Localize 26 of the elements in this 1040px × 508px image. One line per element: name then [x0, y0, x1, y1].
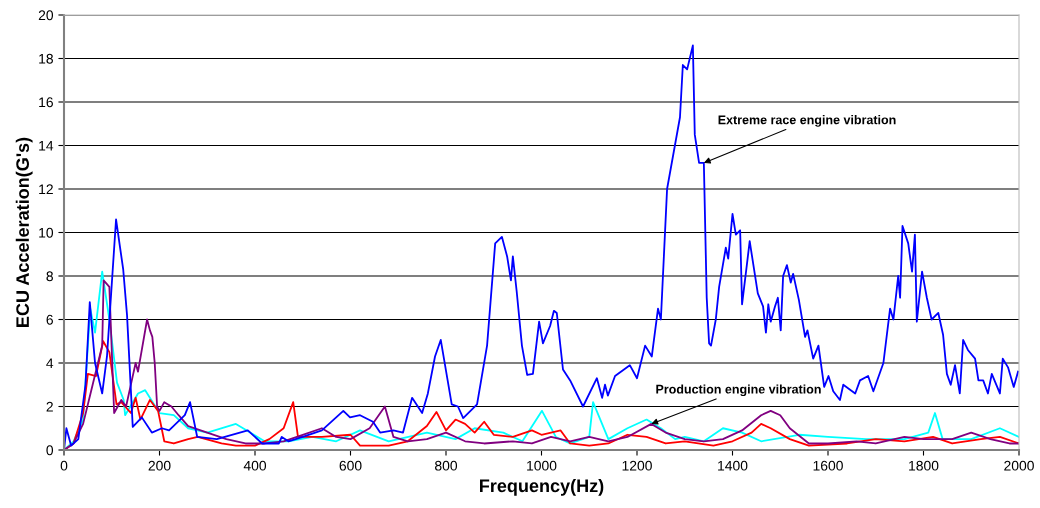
x-tick-label: 0	[60, 460, 68, 471]
y-tick-label: 18	[39, 53, 53, 64]
y-tick-label: 0	[46, 445, 54, 456]
y-tick-label: 16	[39, 97, 53, 108]
y-tick-label: 4	[46, 358, 54, 369]
x-tick-label: 1600	[813, 460, 843, 471]
y-tick-label: 10	[39, 227, 54, 238]
x-tick-label: 600	[339, 460, 362, 471]
x-tick-label: 1400	[718, 460, 748, 471]
annotation: Extreme race engine vibration	[718, 115, 896, 127]
y-tick-label: 6	[46, 314, 53, 325]
y-tick-label: 2	[46, 401, 53, 412]
y-tick-label: 12	[39, 184, 53, 195]
x-tick-label: 800	[435, 460, 458, 471]
x-tick-label: 1800	[909, 460, 939, 471]
x-tick-label: 200	[148, 460, 171, 471]
x-tick-label: 1000	[527, 460, 557, 471]
y-tick-label: 8	[46, 271, 53, 282]
x-axis-title: Frequency(Hz)	[480, 478, 604, 496]
y-tick-label: 20	[38, 10, 54, 21]
x-tick-label: 2000	[1004, 460, 1034, 471]
y-tick-label: 14	[39, 140, 54, 151]
x-tick-label: 400	[243, 460, 267, 471]
y-axis-title: ECU Acceleration(G's)	[15, 137, 33, 327]
x-tick-label: 1200	[622, 460, 652, 471]
annotation: Production engine vibration	[656, 384, 821, 397]
